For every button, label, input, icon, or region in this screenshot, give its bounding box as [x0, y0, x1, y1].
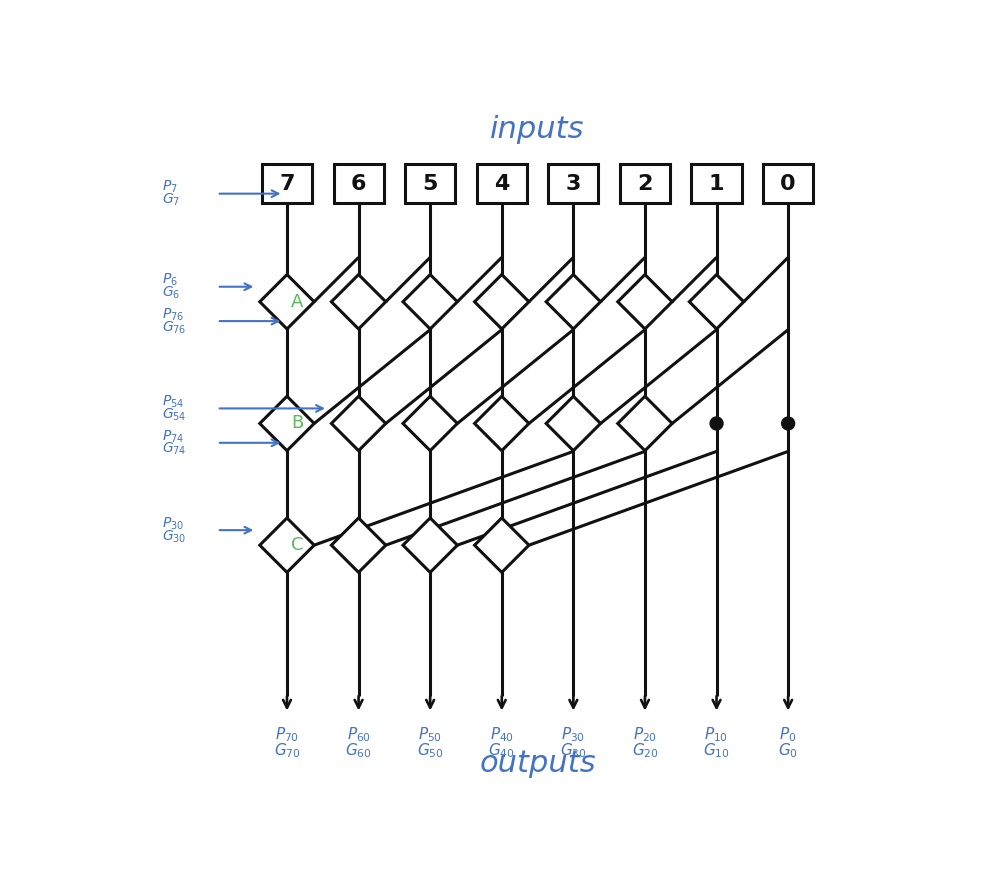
- Polygon shape: [331, 274, 386, 329]
- Text: $P_{70}$: $P_{70}$: [275, 725, 299, 745]
- Polygon shape: [403, 518, 457, 572]
- Text: outputs: outputs: [479, 749, 596, 778]
- Text: $G_{20}$: $G_{20}$: [632, 741, 658, 760]
- Polygon shape: [260, 396, 314, 451]
- Text: inputs: inputs: [490, 115, 585, 144]
- Text: $P_{76}$: $P_{76}$: [162, 307, 184, 323]
- Text: 6: 6: [351, 174, 366, 194]
- Text: $P_{10}$: $P_{10}$: [704, 725, 729, 745]
- Text: $P_{54}$: $P_{54}$: [162, 394, 184, 410]
- Polygon shape: [475, 518, 529, 572]
- Text: $G_{50}$: $G_{50}$: [417, 741, 444, 760]
- Text: 7: 7: [279, 174, 295, 194]
- Bar: [548, 164, 598, 204]
- Bar: [477, 164, 527, 204]
- Bar: [334, 164, 384, 204]
- Bar: [763, 164, 813, 204]
- Polygon shape: [403, 396, 457, 451]
- Text: 3: 3: [566, 174, 581, 194]
- Text: $G_{30}$: $G_{30}$: [560, 741, 587, 760]
- Polygon shape: [260, 274, 314, 329]
- Polygon shape: [260, 518, 314, 572]
- Text: $P_{40}$: $P_{40}$: [490, 725, 514, 745]
- Circle shape: [782, 417, 795, 430]
- Polygon shape: [546, 396, 601, 451]
- Bar: [262, 164, 312, 204]
- Text: $P_{60}$: $P_{60}$: [347, 725, 371, 745]
- Text: $G_0$: $G_0$: [778, 741, 798, 760]
- Polygon shape: [331, 518, 386, 572]
- Bar: [691, 164, 742, 204]
- Polygon shape: [618, 396, 672, 451]
- Polygon shape: [618, 274, 672, 329]
- Text: $G_{70}$: $G_{70}$: [274, 741, 300, 760]
- Text: $P_{6}$: $P_{6}$: [162, 272, 178, 288]
- Text: $G_{7}$: $G_{7}$: [162, 192, 180, 208]
- Text: $G_{30}$: $G_{30}$: [162, 529, 186, 545]
- Circle shape: [710, 417, 723, 430]
- Text: 1: 1: [709, 174, 724, 194]
- Text: $P_{74}$: $P_{74}$: [162, 428, 184, 445]
- Text: $G_{6}$: $G_{6}$: [162, 285, 180, 302]
- Text: $P_0$: $P_0$: [779, 725, 797, 745]
- Text: $P_{30}$: $P_{30}$: [561, 725, 585, 745]
- Text: $P_{50}$: $P_{50}$: [418, 725, 442, 745]
- Polygon shape: [475, 396, 529, 451]
- Text: $G_{54}$: $G_{54}$: [162, 406, 186, 423]
- Polygon shape: [475, 274, 529, 329]
- Polygon shape: [546, 274, 601, 329]
- Text: 2: 2: [637, 174, 653, 194]
- Text: $P_{7}$: $P_{7}$: [162, 179, 177, 196]
- Text: $G_{40}$: $G_{40}$: [488, 741, 515, 760]
- Text: C: C: [291, 536, 304, 554]
- Text: 5: 5: [422, 174, 438, 194]
- Text: 0: 0: [780, 174, 796, 194]
- Text: $G_{10}$: $G_{10}$: [703, 741, 730, 760]
- Text: $G_{76}$: $G_{76}$: [162, 319, 186, 336]
- Polygon shape: [689, 274, 744, 329]
- Text: $P_{30}$: $P_{30}$: [162, 516, 184, 532]
- Bar: [405, 164, 455, 204]
- Text: $G_{74}$: $G_{74}$: [162, 441, 186, 457]
- Text: B: B: [291, 414, 304, 433]
- Text: $P_{20}$: $P_{20}$: [633, 725, 657, 745]
- Polygon shape: [403, 274, 457, 329]
- Text: 4: 4: [494, 174, 509, 194]
- Bar: [620, 164, 670, 204]
- Text: $G_{60}$: $G_{60}$: [345, 741, 372, 760]
- Polygon shape: [331, 396, 386, 451]
- Text: A: A: [291, 293, 304, 311]
